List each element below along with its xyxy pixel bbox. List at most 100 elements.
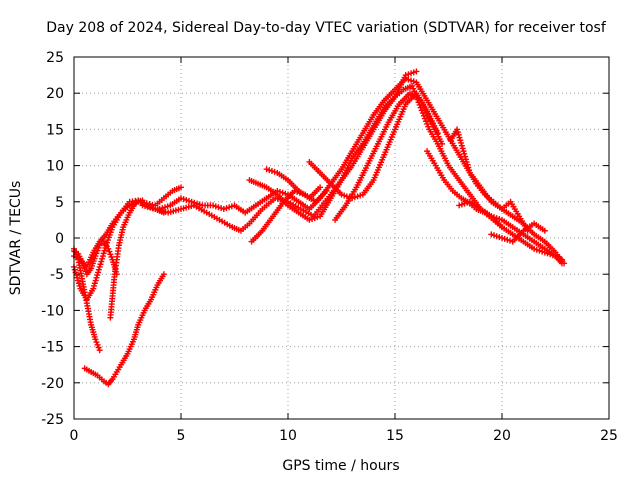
data-point [456,134,463,141]
data-point [421,115,428,122]
data-point [99,255,106,262]
data-point [439,140,446,147]
data-point [95,266,102,273]
data-point [98,258,105,265]
y-tick-label: -5 [50,267,64,283]
grid-layer [74,57,609,419]
y-tick-label: 20 [46,86,64,102]
data-point [160,271,167,278]
series-track-13 [332,90,446,223]
data-point [76,282,83,289]
data-layer [71,68,568,388]
x-tick-label: 25 [600,428,618,444]
data-point [96,347,103,354]
data-point [466,167,473,174]
data-point [95,269,102,276]
data-point [97,261,104,268]
y-tick-label: -10 [41,303,64,319]
data-point [105,245,112,252]
series-track-4 [71,238,120,278]
data-point [75,280,82,287]
series-track-9 [246,68,420,223]
data-point [460,148,467,155]
data-point [92,336,99,343]
x-tick-label: 15 [386,428,404,444]
data-point [91,282,98,289]
data-point [454,129,461,136]
data-point [99,253,106,260]
data-point [424,120,431,127]
data-point [454,126,461,133]
y-tick-label: 5 [55,195,64,211]
series-track-7 [139,82,565,263]
data-point [317,184,324,191]
chart-title: Day 208 of 2024, Sidereal Day-to-day VTE… [46,20,607,36]
data-point [425,123,432,130]
data-point [463,158,470,165]
data-point [92,253,99,260]
x-axis-label: GPS time / hours [282,458,399,474]
data-point [558,260,565,267]
data-point [458,142,465,149]
data-point [541,227,548,234]
y-tick-label: 0 [55,231,64,247]
series-track-5 [81,271,167,388]
data-point [81,265,88,272]
x-tick-label: 5 [177,428,186,444]
series-track-6 [107,197,146,321]
data-point [100,250,107,257]
data-point [178,184,184,191]
y-tick-label: -15 [41,340,64,356]
series-track-15 [447,126,531,234]
y-tick-label: 25 [46,50,64,66]
data-point [95,344,102,351]
data-point [94,272,101,279]
data-point [96,263,103,270]
data-point [93,339,100,346]
data-point [94,247,101,254]
data-point [80,263,87,270]
data-point [92,277,99,284]
data-point [423,118,430,125]
data-point [139,197,146,204]
data-point [93,274,100,281]
data-point [413,68,420,75]
data-point [458,139,465,146]
data-point [75,277,82,284]
x-tick-label: 10 [279,428,297,444]
data-point [462,156,469,163]
data-point [461,150,468,157]
x-tick-label: 0 [70,428,79,444]
data-point [93,250,100,257]
data-point [74,274,81,281]
y-tick-label: -20 [41,376,64,392]
data-point [465,164,472,171]
data-point [323,187,330,194]
series-track-17 [488,220,548,245]
data-point [462,153,469,160]
y-tick-label: 15 [46,122,64,138]
data-point [79,260,86,267]
data-point [106,248,113,255]
data-point [420,112,427,119]
data-point [95,244,102,251]
series-track-3 [71,184,184,270]
data-point [90,285,97,292]
data-point [457,137,464,144]
data-point [455,131,462,138]
plot-frame [73,56,610,420]
data-point [91,280,98,287]
data-point [108,254,115,261]
data-point [94,341,101,348]
y-tick-label: -25 [41,412,64,428]
data-point [71,266,78,273]
data-point [409,82,416,89]
series-track-16 [456,198,565,267]
data-point [101,247,108,254]
y-tick-label: 10 [46,159,64,175]
data-point [459,145,466,152]
x-tick-label: 20 [493,428,511,444]
series-track-11 [263,166,324,202]
data-point [410,85,417,92]
